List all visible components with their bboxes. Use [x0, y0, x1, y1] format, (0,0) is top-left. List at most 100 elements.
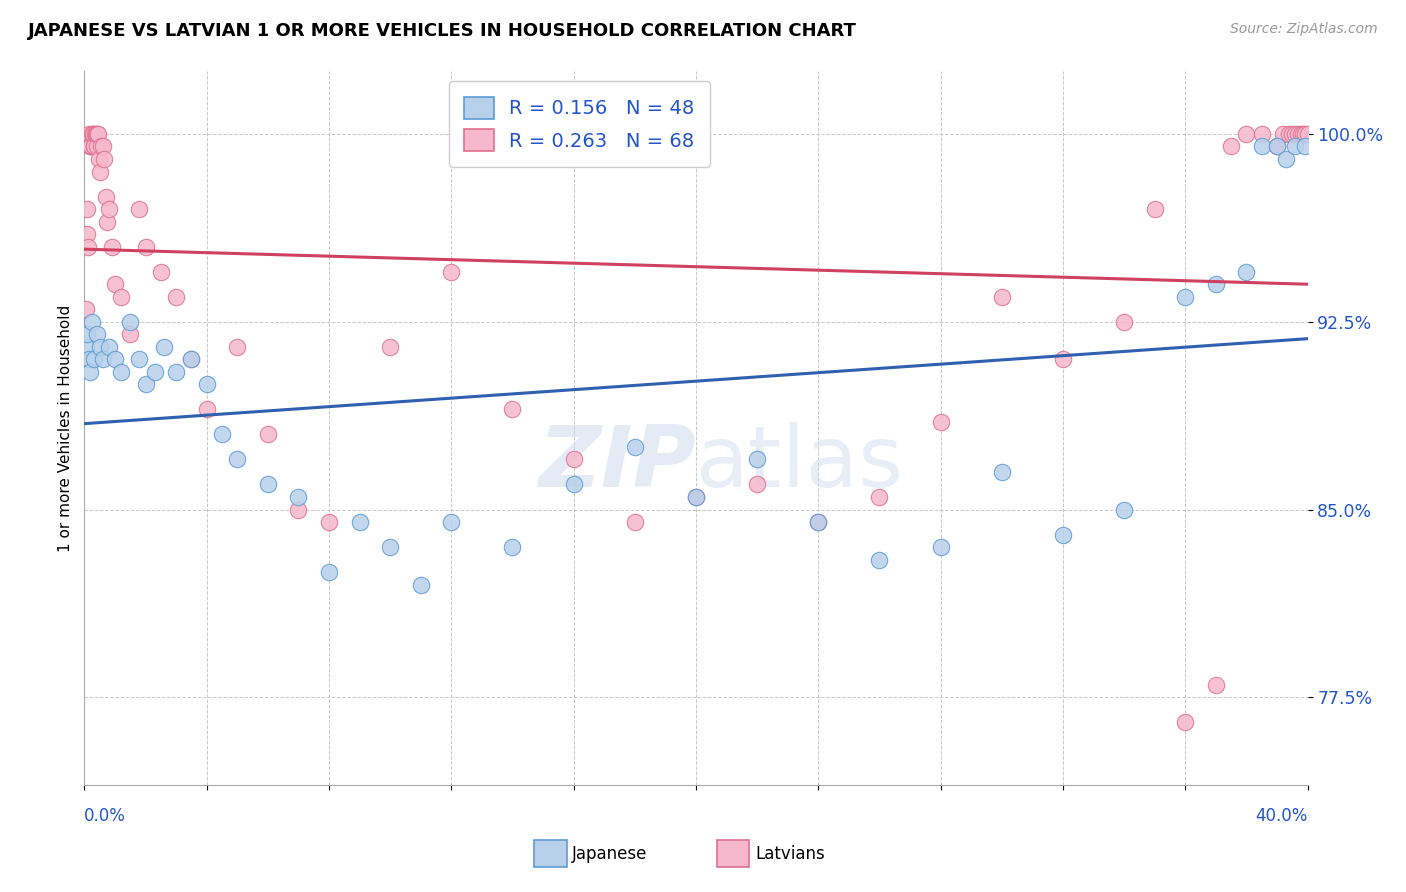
- Point: [89, 164, 111, 178]
- Point: [1296, 127, 1319, 141]
- Point: [1294, 139, 1316, 153]
- Point: [869, 552, 891, 566]
- Point: [1294, 127, 1316, 141]
- Point: [1052, 527, 1074, 541]
- Point: [93, 152, 115, 166]
- Point: [84, 127, 107, 141]
- Point: [685, 490, 707, 504]
- Point: [869, 490, 891, 504]
- Point: [380, 340, 402, 354]
- Point: [1234, 127, 1257, 141]
- Text: Latvians: Latvians: [755, 845, 825, 863]
- Point: [929, 540, 952, 554]
- Point: [501, 402, 523, 417]
- Point: [1174, 715, 1197, 730]
- Point: [195, 402, 218, 417]
- Point: [80, 127, 103, 141]
- Point: [77, 352, 100, 367]
- Point: [318, 565, 340, 579]
- Point: [1265, 139, 1288, 153]
- Point: [86, 327, 108, 342]
- Point: [82, 127, 104, 141]
- Text: 0.0%: 0.0%: [84, 807, 127, 825]
- Point: [90, 139, 112, 153]
- Point: [501, 540, 523, 554]
- Legend: R = 0.156   N = 48, R = 0.263   N = 68: R = 0.156 N = 48, R = 0.263 N = 68: [449, 81, 710, 167]
- Point: [128, 352, 150, 367]
- Point: [76, 227, 98, 241]
- Point: [349, 515, 371, 529]
- Point: [76, 327, 98, 342]
- Point: [1205, 277, 1227, 292]
- Point: [1052, 352, 1074, 367]
- Point: [1234, 265, 1257, 279]
- Text: Source: ZipAtlas.com: Source: ZipAtlas.com: [1230, 22, 1378, 37]
- Y-axis label: 1 or more Vehicles in Household: 1 or more Vehicles in Household: [58, 304, 73, 552]
- Point: [1114, 502, 1136, 516]
- Point: [80, 139, 103, 153]
- Point: [195, 377, 218, 392]
- Point: [135, 239, 157, 253]
- Point: [1114, 315, 1136, 329]
- Point: [211, 427, 233, 442]
- Point: [96, 214, 118, 228]
- Point: [624, 440, 647, 454]
- Point: [110, 290, 132, 304]
- Point: [135, 377, 157, 392]
- Point: [287, 502, 309, 516]
- Point: [143, 365, 166, 379]
- Point: [79, 365, 101, 379]
- Text: Japanese: Japanese: [572, 845, 648, 863]
- Point: [86, 127, 108, 141]
- Point: [97, 202, 120, 216]
- Text: ZIP: ZIP: [538, 422, 696, 506]
- Point: [84, 127, 107, 141]
- Point: [1272, 127, 1295, 141]
- Point: [83, 139, 105, 153]
- Point: [83, 139, 105, 153]
- Point: [1292, 127, 1315, 141]
- Point: [101, 239, 124, 253]
- Point: [120, 315, 142, 329]
- Point: [1143, 202, 1166, 216]
- Point: [1286, 127, 1309, 141]
- Point: [318, 515, 340, 529]
- Point: [745, 452, 768, 467]
- Point: [97, 340, 120, 354]
- Point: [287, 490, 309, 504]
- Point: [562, 477, 585, 491]
- Point: [380, 540, 402, 554]
- Point: [624, 515, 647, 529]
- Point: [1250, 127, 1272, 141]
- Point: [180, 352, 202, 367]
- Point: [75, 302, 97, 317]
- Point: [94, 189, 117, 203]
- Point: [91, 352, 114, 367]
- Point: [1250, 139, 1272, 153]
- Point: [745, 477, 768, 491]
- Point: [1284, 127, 1306, 141]
- Point: [1265, 139, 1288, 153]
- Point: [990, 290, 1012, 304]
- Point: [440, 515, 463, 529]
- Point: [128, 202, 150, 216]
- Point: [165, 290, 187, 304]
- Point: [87, 152, 110, 166]
- Point: [929, 415, 952, 429]
- Point: [104, 352, 127, 367]
- Point: [89, 340, 111, 354]
- Point: [807, 515, 830, 529]
- Point: [80, 315, 103, 329]
- Point: [1174, 290, 1197, 304]
- Point: [1205, 678, 1227, 692]
- Point: [409, 577, 432, 591]
- Point: [149, 265, 172, 279]
- Point: [165, 365, 187, 379]
- Text: JAPANESE VS LATVIAN 1 OR MORE VEHICLES IN HOUSEHOLD CORRELATION CHART: JAPANESE VS LATVIAN 1 OR MORE VEHICLES I…: [28, 22, 858, 40]
- Point: [79, 139, 101, 153]
- Point: [1278, 127, 1301, 141]
- Text: atlas: atlas: [696, 422, 904, 506]
- Point: [1281, 127, 1303, 141]
- Point: [440, 265, 463, 279]
- Point: [1275, 152, 1298, 166]
